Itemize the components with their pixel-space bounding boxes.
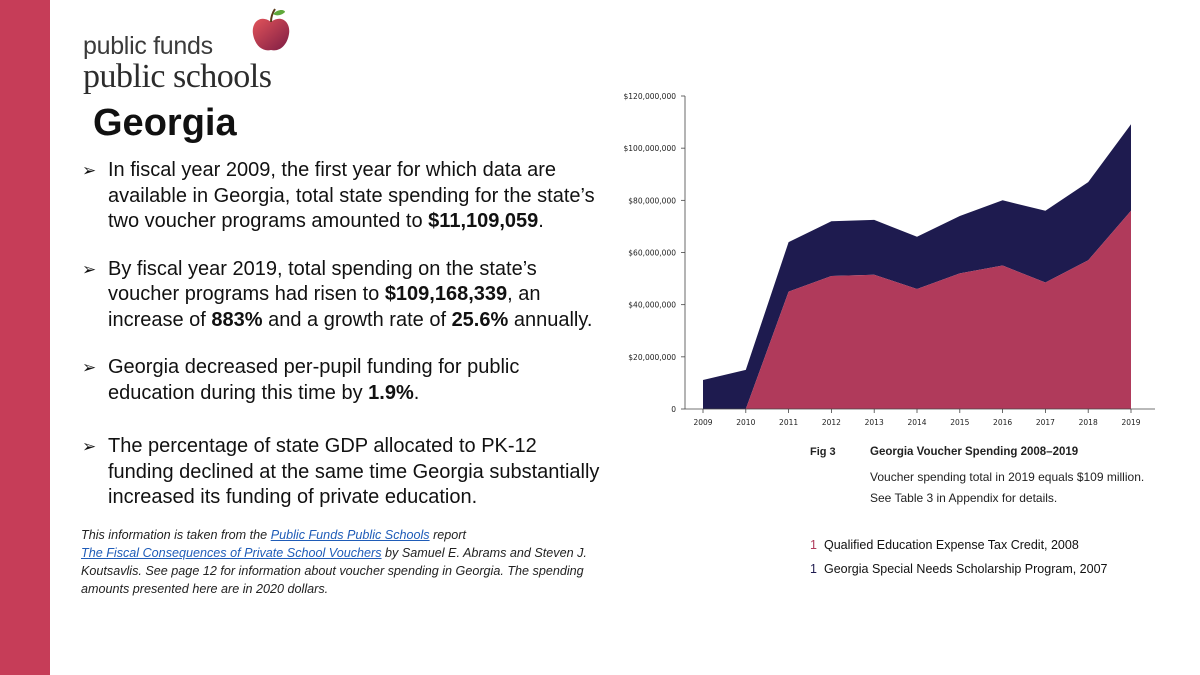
x-tick-label: 2014 (907, 418, 926, 427)
legend-item-special-needs: 1 Georgia Special Needs Scholarship Progr… (810, 562, 1108, 586)
x-tick-label: 2017 (1036, 418, 1055, 427)
x-tick-label: 2016 (993, 418, 1012, 427)
brand-line1: public funds (83, 32, 213, 60)
link-fiscal-consequences-report[interactable]: The Fiscal Consequences of Private Schoo… (81, 546, 382, 560)
y-tick-label: $40,000,000 (628, 301, 676, 310)
bullet-item: ➢ Georgia decreased per-pupil funding for… (82, 356, 520, 404)
arrow-bullet-icon: ➢ (82, 358, 97, 377)
x-tick-label: 2013 (865, 418, 884, 427)
source-note: This information is taken from the Publi… (81, 528, 587, 596)
bullet-item: ➢ The percentage of state GDP allocated t… (82, 435, 600, 508)
bullet-item: ➢ By fiscal year 2019, total spending on … (82, 257, 593, 331)
arrow-bullet-icon: ➢ (82, 437, 97, 456)
x-axis: 2009 2010 2011 2012 2013 2014 2015 2016 2017 2018… (685, 408, 1155, 427)
arrow-bullet-icon: ➢ (82, 161, 97, 180)
bullet-list: ➢ In fiscal year 2009, the first year for… (82, 158, 602, 511)
brand-logo: public funds public schools (83, 6, 323, 96)
legend-label: Qualified Education Expense Tax Credit, … (824, 538, 1079, 552)
figure-note: See Table 3 in Appendix for details. (870, 491, 1058, 505)
area-tax-credit (703, 210, 1131, 409)
legend-item-tax-credit: 1 Qualified Education Expense Tax Credit,… (810, 538, 1108, 562)
y-tick-label: $80,000,000 (628, 196, 676, 205)
brand-line2: public schools (83, 58, 272, 95)
figure-title: Georgia Voucher Spending 2008–2019 (870, 446, 1079, 458)
chart-areas (703, 124, 1131, 410)
x-tick-label: 2019 (1121, 418, 1140, 427)
bullet-item: ➢ In fiscal year 2009, the first year for… (82, 159, 595, 232)
x-tick-label: 2015 (950, 418, 969, 427)
y-axis: 0 $20,000,000 $40,000,000 $60,000,000 $80,00… (624, 92, 686, 414)
y-tick-label: $120,000,000 (624, 92, 677, 101)
accent-sidebar (0, 0, 50, 675)
figure-note: Voucher spending total in 2019 equals $1… (870, 470, 1145, 484)
x-tick-label: 2010 (736, 418, 755, 427)
arrow-bullet-icon: ➢ (82, 259, 97, 279)
area-special-needs-scholarship (703, 124, 1131, 410)
x-tick-label: 2011 (779, 418, 798, 427)
apple-icon (252, 8, 290, 51)
y-tick-label: $20,000,000 (628, 353, 676, 362)
x-tick-label: 2009 (693, 418, 712, 427)
link-public-funds-public-schools[interactable]: Public Funds Public Schools (270, 528, 430, 542)
figure-number: Fig 3 (810, 446, 836, 458)
legend-marker: 1 (810, 538, 817, 552)
chart-legend: 1 Qualified Education Expense Tax Credit,… (810, 538, 1108, 586)
y-tick-label: 0 (671, 405, 676, 414)
legend-marker: 1 (810, 562, 817, 576)
voucher-spending-chart: 0 $20,000,000 $40,000,000 $60,000,000 $80,00… (624, 92, 1155, 427)
y-tick-label: $100,000,000 (624, 144, 677, 153)
x-tick-label: 2012 (822, 418, 841, 427)
y-tick-label: $60,000,000 (628, 249, 676, 258)
x-tick-label: 2018 (1079, 418, 1098, 427)
legend-label: Georgia Special Needs Scholarship Progra… (824, 562, 1108, 576)
page-title: Georgia (93, 102, 237, 144)
